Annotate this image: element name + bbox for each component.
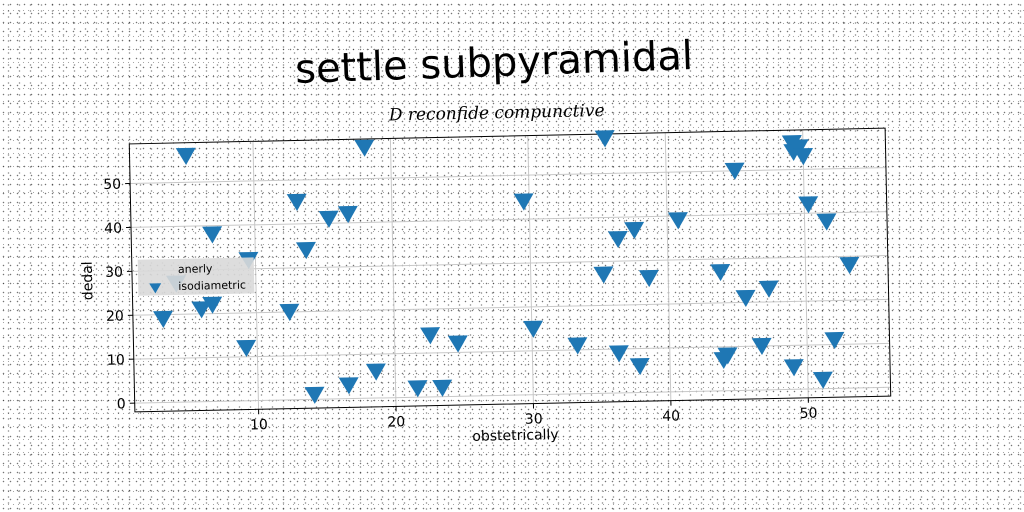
data-point — [513, 193, 534, 211]
data-point — [735, 289, 756, 308]
grid-line-x — [389, 138, 397, 407]
x-tick-label: 50 — [800, 406, 818, 422]
data-point — [724, 162, 745, 180]
data-point — [717, 347, 738, 365]
y-tick-label: 30 — [105, 265, 123, 281]
grid-line-y — [132, 298, 889, 316]
data-point — [354, 139, 375, 157]
chart-title: settle subpyramidal — [294, 33, 693, 93]
data-point — [788, 139, 809, 157]
data-point — [432, 379, 453, 397]
grid-line-x — [802, 129, 809, 398]
y-tick-label: 10 — [107, 352, 125, 368]
data-point — [175, 147, 196, 165]
data-point — [236, 339, 257, 358]
data-point — [624, 221, 645, 240]
data-point — [607, 230, 628, 249]
grid-line-x — [527, 135, 534, 404]
grid-line-y — [134, 386, 891, 404]
data-point — [839, 256, 860, 275]
grid — [130, 129, 891, 410]
data-point — [523, 320, 544, 338]
data-point — [816, 213, 837, 231]
legend-entry-anerly: anerly — [178, 262, 213, 276]
data-point — [153, 310, 174, 329]
data-points — [153, 130, 860, 404]
data-point — [304, 386, 325, 404]
legend-box — [137, 257, 255, 296]
data-point — [758, 280, 779, 298]
data-point — [710, 263, 731, 282]
data-point — [295, 241, 316, 260]
data-point — [338, 377, 359, 395]
data-point — [365, 363, 386, 381]
data-point — [202, 296, 223, 314]
data-point — [793, 147, 814, 166]
x-tick-label: 30 — [525, 411, 543, 427]
plot-area: D reconfide compunctive 10 20 30 40 50 0 10 20… — [80, 101, 892, 445]
data-point — [751, 337, 772, 356]
legend-marker-isodiametric — [149, 283, 162, 294]
data-point — [279, 303, 300, 321]
data-point — [567, 337, 588, 355]
data-point — [447, 335, 468, 353]
data-point — [638, 269, 659, 288]
legend-entry-isodiametric: isodiametric — [178, 279, 246, 293]
x-tick-label: 20 — [387, 414, 405, 430]
data-point — [594, 130, 615, 148]
data-point — [824, 331, 845, 350]
y-tick-label: 40 — [104, 221, 122, 237]
x-axis-label: obstetrically — [472, 427, 559, 445]
grid-line-x — [664, 132, 672, 401]
grid-line-y — [131, 211, 887, 228]
data-point — [420, 327, 441, 345]
x-axis: 10 20 30 40 50 — [250, 397, 818, 433]
y-tick-label: 0 — [117, 396, 126, 412]
plot-frame — [128, 127, 892, 413]
data-point — [593, 266, 614, 284]
y-axis-label: dedal — [80, 261, 97, 300]
grid-line-x — [252, 141, 260, 410]
grid-line-y — [130, 167, 886, 184]
y-tick-label: 50 — [103, 177, 121, 193]
data-point — [337, 205, 358, 224]
data-point — [407, 380, 428, 398]
data-point — [608, 345, 629, 363]
x-tick-label: 10 — [250, 417, 268, 433]
data-point — [667, 212, 688, 230]
data-point — [798, 196, 819, 214]
data-point — [783, 359, 804, 377]
chart-subtitle: D reconfide compunctive — [388, 101, 605, 126]
data-point — [202, 226, 223, 244]
data-point — [318, 210, 339, 228]
data-point — [191, 301, 212, 319]
data-point — [286, 193, 307, 211]
data-point — [812, 371, 833, 389]
grid-line-y — [131, 254, 888, 272]
x-tick-label: 40 — [662, 408, 680, 424]
data-point — [629, 357, 650, 376]
y-axis: 0 10 20 30 40 50 — [103, 177, 135, 412]
legend: anerly isodiametric — [137, 257, 255, 296]
y-tick-label: 20 — [106, 308, 124, 324]
